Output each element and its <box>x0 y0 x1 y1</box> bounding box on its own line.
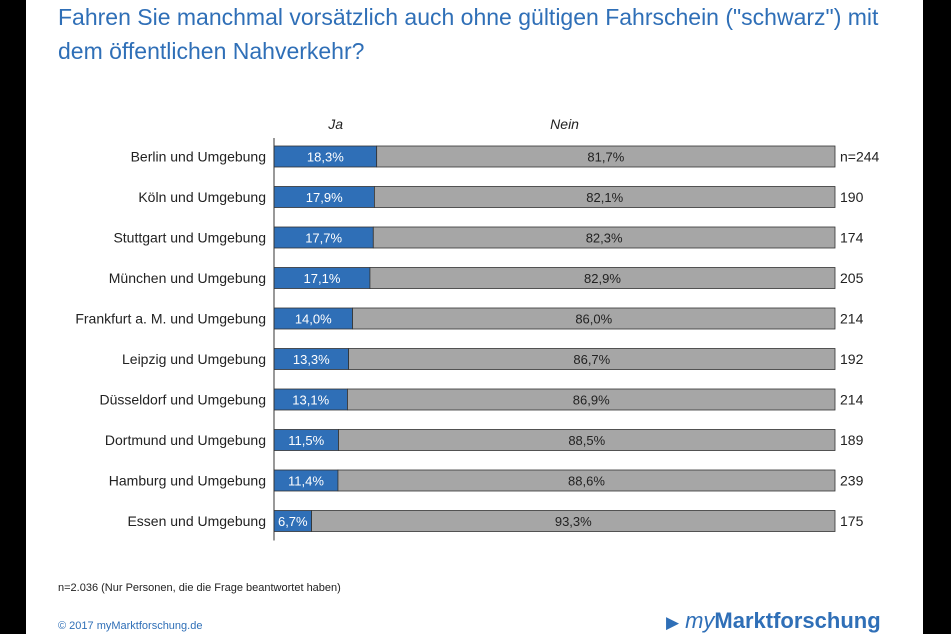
category-label: Essen und Umgebung <box>127 513 266 529</box>
sample-size-label: 175 <box>840 513 864 529</box>
chart-title: Fahren Sie manchmal vorsätzlich auch ohn… <box>58 4 879 64</box>
data-label-nein: 86,0% <box>575 312 612 327</box>
copyright-text: © 2017 myMarktforschung.de <box>58 620 203 632</box>
data-label-nein: 82,9% <box>584 271 621 286</box>
logo-my: my <box>685 608 715 633</box>
bar-chart: Ja Nein Berlin und Umgebung 18,3% 81,7% n=244… <box>75 116 880 541</box>
data-label-ja: 17,9% <box>306 190 343 205</box>
sample-size-label: 205 <box>840 270 864 286</box>
category-label: München und Umgebung <box>109 270 266 286</box>
data-label-nein: 81,7% <box>587 150 624 165</box>
data-label-nein: 88,6% <box>568 474 605 489</box>
data-label-ja: 18,3% <box>307 150 344 165</box>
page: Fahren Sie manchmal vorsätzlich auch ohn… <box>26 0 923 634</box>
category-label: Frankfurt a. M. und Umgebung <box>75 311 266 327</box>
bar-nein <box>376 145 836 168</box>
category-label: Hamburg und Umgebung <box>109 473 266 489</box>
bar-nein <box>311 510 836 532</box>
data-label-ja: 13,3% <box>293 352 330 367</box>
bar-nein <box>374 186 836 208</box>
bar-nein <box>348 348 836 370</box>
data-label-nein: 93,3% <box>555 514 592 529</box>
data-label-ja: 17,7% <box>305 231 342 246</box>
data-label-ja: 11,4% <box>288 474 324 489</box>
bar-nein <box>352 307 836 330</box>
legend-nein: Nein <box>550 116 579 132</box>
bar-nein <box>369 267 836 289</box>
sample-size-label: 174 <box>840 230 864 246</box>
data-label-nein: 86,7% <box>573 352 610 367</box>
category-label: Köln und Umgebung <box>138 189 266 205</box>
data-label-ja: 17,1% <box>304 271 341 286</box>
bar-nein <box>338 429 836 451</box>
sample-footnote: n=2.036 (Nur Personen, die die Frage bea… <box>58 582 341 594</box>
legend-ja: Ja <box>327 116 343 132</box>
bar-nein <box>337 469 836 492</box>
data-label-nein: 86,9% <box>573 393 610 408</box>
sample-size-label: 192 <box>840 351 864 367</box>
data-label-nein: 82,1% <box>586 190 623 205</box>
bar-nein <box>347 388 836 411</box>
sample-size-label: 190 <box>840 189 864 205</box>
sample-size-label: n=244 <box>840 149 880 165</box>
logo-name: Marktforschung <box>714 608 881 633</box>
category-label: Berlin und Umgebung <box>131 149 266 165</box>
data-label-nein: 88,5% <box>568 433 605 448</box>
data-label-nein: 82,3% <box>586 231 623 246</box>
category-label: Düsseldorf und Umgebung <box>99 392 266 408</box>
data-label-ja: 13,1% <box>292 393 329 408</box>
sample-size-label: 214 <box>840 311 864 327</box>
data-label-ja: 14,0% <box>295 312 332 327</box>
bar-nein <box>372 226 836 249</box>
category-label: Stuttgart und Umgebung <box>113 230 266 246</box>
sample-size-label: 189 <box>840 432 864 448</box>
data-label-ja: 11,5% <box>288 433 324 448</box>
play-arrow-icon: ▶ <box>666 613 680 632</box>
brand-logo: ▶ myMarktforschung <box>666 608 881 634</box>
category-label: Dortmund und Umgebung <box>105 432 266 448</box>
category-label: Leipzig und Umgebung <box>122 351 266 367</box>
sample-size-label: 239 <box>840 473 864 489</box>
sample-size-label: 214 <box>840 392 864 408</box>
data-label-ja: 6,7% <box>278 514 308 529</box>
